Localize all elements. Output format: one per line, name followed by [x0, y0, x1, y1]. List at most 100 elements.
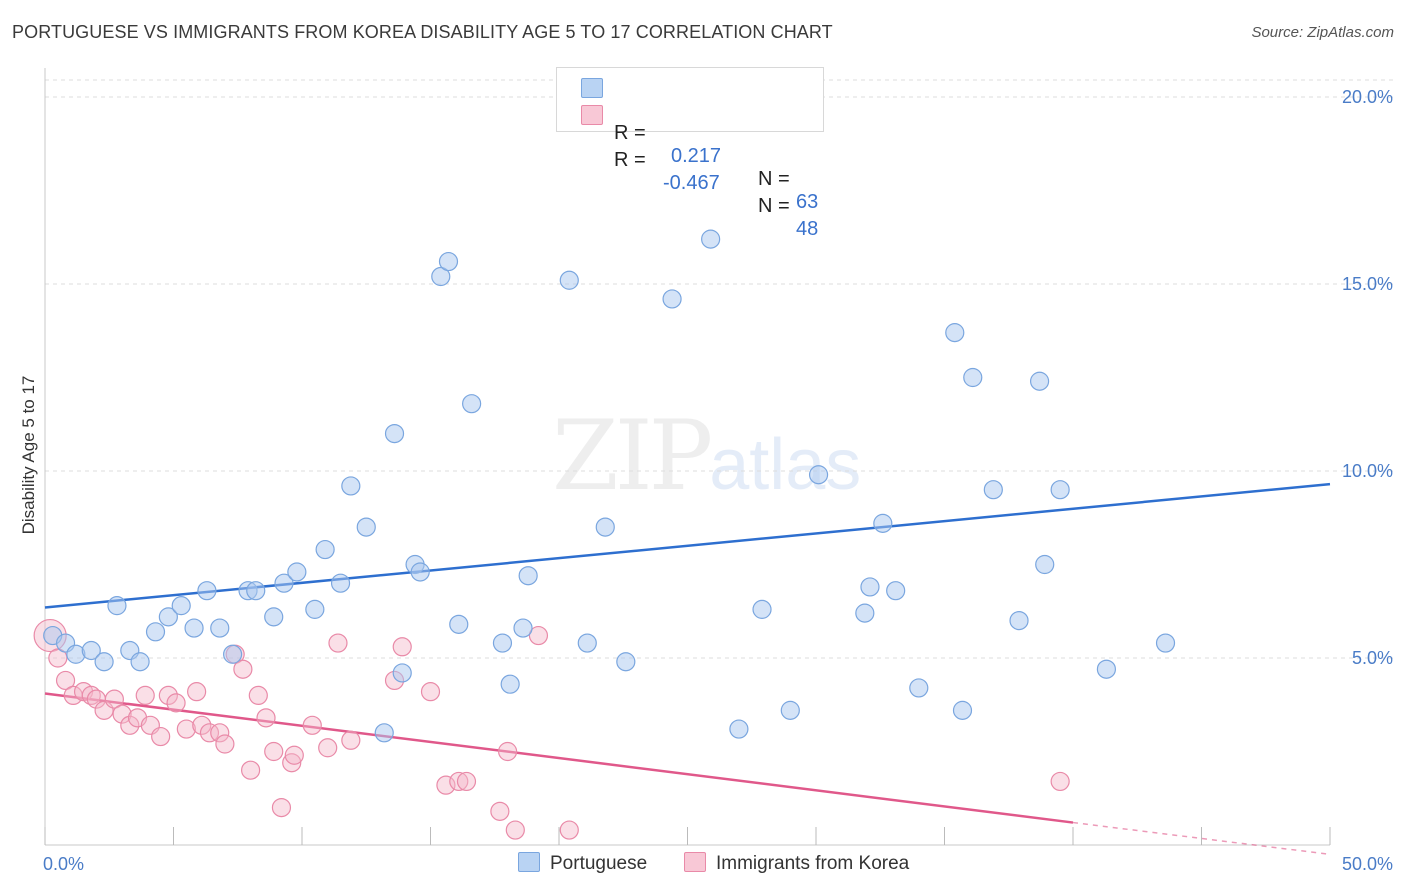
point-portuguese: [595, 517, 615, 537]
point-korea: [490, 801, 510, 821]
bottom-legend-korea: Immigrants from Korea: [684, 852, 909, 875]
correlation-legend: R = 0.217 N = 63 R = -0.467 N = 48: [556, 67, 824, 240]
watermark-atlas: atlas: [709, 425, 862, 505]
point-korea: [81, 685, 101, 706]
point-portuguese: [145, 622, 166, 642]
legend-r-value: 0.217: [671, 145, 722, 167]
point-korea: [158, 685, 178, 706]
y-tick-label: 10.0%: [1342, 461, 1393, 481]
point-portuguese: [808, 465, 829, 485]
legend-n-label: N =: [758, 168, 790, 190]
point-korea: [241, 760, 261, 780]
point-korea: [210, 723, 230, 743]
series-korea-points: [33, 618, 1070, 840]
series-portuguese-points: [43, 229, 1176, 743]
legend-row-portuguese: R = 0.217 N = 63: [581, 76, 818, 213]
point-korea: [187, 682, 207, 702]
watermark: ZIPatlas: [552, 400, 861, 512]
point-portuguese: [752, 599, 772, 619]
point-portuguese: [945, 323, 965, 343]
point-portuguese: [305, 599, 325, 619]
point-korea: [176, 719, 196, 739]
point-korea: [192, 715, 212, 735]
point-korea: [151, 726, 171, 747]
point-portuguese: [500, 674, 520, 694]
point-portuguese: [210, 618, 230, 638]
point-korea: [120, 715, 140, 735]
point-korea: [48, 648, 68, 668]
x-tick-label-start: 0.0%: [43, 854, 84, 874]
point-portuguese: [559, 270, 579, 290]
point-korea: [112, 704, 132, 724]
point-portuguese: [81, 640, 101, 661]
point-portuguese: [662, 289, 682, 309]
point-korea: [264, 741, 284, 762]
point-portuguese: [729, 719, 749, 739]
point-portuguese: [392, 663, 412, 683]
point-korea: [341, 730, 361, 750]
bottom-legend-swatch-pink: [684, 852, 706, 872]
chart-title: PORTUGUESE VS IMMIGRANTS FROM KOREA DISA…: [12, 22, 833, 42]
point-portuguese: [1155, 633, 1176, 653]
legend-swatch-pink: [581, 105, 603, 125]
point-portuguese: [873, 513, 893, 533]
point-portuguese: [171, 596, 191, 616]
point-portuguese: [518, 566, 538, 586]
point-portuguese: [341, 476, 361, 496]
bottom-legend-portuguese: Portuguese: [518, 852, 647, 875]
point-korea: [282, 753, 302, 773]
point-portuguese: [886, 581, 906, 601]
point-korea: [456, 771, 477, 792]
point-korea: [199, 723, 220, 743]
legend-n-label: N =: [758, 195, 790, 217]
point-portuguese: [410, 562, 430, 582]
legend-r-value: -0.467: [663, 172, 720, 194]
point-korea: [271, 797, 292, 818]
point-portuguese: [1096, 659, 1117, 679]
point-portuguese: [197, 581, 217, 601]
watermark-zip: ZIP: [552, 400, 713, 512]
point-portuguese: [330, 573, 351, 593]
point-portuguese: [264, 607, 284, 627]
point-korea: [215, 734, 235, 754]
point-korea: [559, 820, 579, 840]
point-portuguese: [1050, 480, 1070, 500]
point-portuguese: [384, 424, 405, 444]
point-portuguese: [184, 618, 204, 638]
point-portuguese: [107, 596, 127, 616]
point-portuguese: [130, 652, 150, 672]
trend-line-korea: [44, 692, 1074, 824]
point-korea: [284, 745, 304, 765]
bottom-legend-label: Portuguese: [550, 853, 648, 874]
point-korea: [55, 670, 76, 691]
point-portuguese: [909, 678, 929, 698]
point-portuguese: [1009, 610, 1029, 631]
point-portuguese: [431, 266, 451, 287]
point-portuguese: [246, 581, 266, 601]
point-korea: [248, 685, 268, 706]
y-tick-label: 5.0%: [1352, 648, 1393, 668]
point-portuguese: [315, 539, 335, 560]
y-tick-label: 15.0%: [1342, 274, 1393, 294]
point-portuguese: [438, 251, 459, 272]
point-portuguese: [780, 700, 800, 720]
point-portuguese: [223, 644, 243, 664]
point-korea: [233, 659, 253, 679]
axes: [44, 68, 1331, 846]
point-korea: [166, 693, 186, 713]
legend-row-korea: R = -0.467 N = 48: [581, 103, 818, 240]
legend-swatch-blue: [581, 78, 603, 98]
point-portuguese: [1035, 554, 1055, 575]
point-portuguese: [963, 367, 983, 388]
legend-r-label: R =: [614, 122, 646, 144]
point-portuguese: [449, 614, 469, 634]
point-korea: [528, 625, 549, 646]
bottom-legend-label: Immigrants from Korea: [716, 853, 910, 874]
x-tick-label-end: 50.0%: [1342, 854, 1393, 874]
point-korea: [328, 633, 348, 653]
point-korea: [256, 708, 276, 728]
point-portuguese: [1029, 371, 1050, 391]
point-portuguese: [158, 607, 178, 627]
point-portuguese: [952, 700, 973, 720]
